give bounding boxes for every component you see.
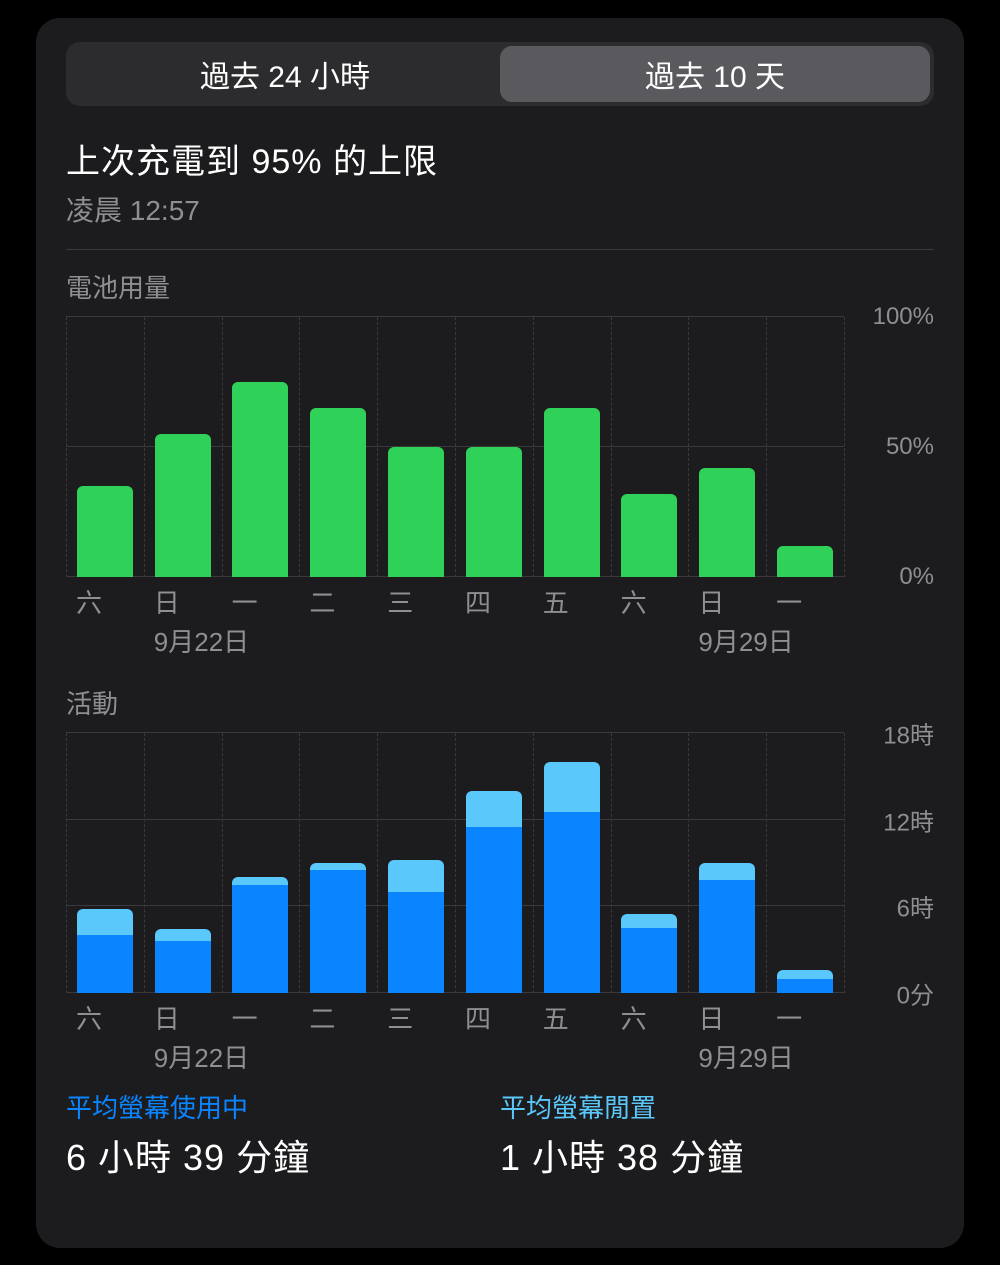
x-label: 日 <box>144 583 222 620</box>
x-label: 三 <box>377 583 455 620</box>
activity-bar[interactable] <box>466 791 522 993</box>
x-date-label: 9月22日 <box>144 622 249 659</box>
battery-bar[interactable] <box>155 434 211 577</box>
activity-bar[interactable] <box>777 970 833 993</box>
tab-10d[interactable]: 過去 10 天 <box>500 46 930 102</box>
x-label: 二 <box>299 999 377 1036</box>
activity-bar[interactable] <box>544 762 600 993</box>
activity-x-dates: 9月22日 9月29日 <box>66 1038 844 1072</box>
battery-x-axis: 六日一二三四五六日一 <box>66 583 844 620</box>
battery-bar[interactable] <box>388 447 444 577</box>
y-tick-label: 12時 <box>883 802 934 837</box>
activity-bar[interactable] <box>699 863 755 993</box>
x-label: 日 <box>688 999 766 1036</box>
x-label: 六 <box>66 583 144 620</box>
y-tick-label: 50% <box>886 433 934 461</box>
activity-bar[interactable] <box>621 914 677 993</box>
avg-screen-on-label: 平均螢幕使用中 <box>66 1088 500 1125</box>
activity-bar[interactable] <box>155 929 211 993</box>
footer-stats: 平均螢幕使用中 6 小時 39 分鐘 平均螢幕閒置 1 小時 38 分鐘 <box>66 1088 934 1181</box>
battery-bar[interactable] <box>544 408 600 577</box>
x-label: 六 <box>66 999 144 1036</box>
activity-title: 活動 <box>66 684 934 721</box>
tab-24h[interactable]: 過去 24 小時 <box>70 46 500 102</box>
activity-y-axis: 18時12時6時0分 <box>844 733 934 993</box>
y-tick-label: 0分 <box>897 976 934 1011</box>
battery-bar[interactable] <box>232 382 288 577</box>
x-date-label: 9月29日 <box>688 1038 793 1075</box>
x-label: 一 <box>222 999 300 1036</box>
x-label: 五 <box>533 583 611 620</box>
activity-section: 活動 18時12時6時0分 六日一二三四五六日一 9月22日9月29日 <box>66 684 934 1072</box>
battery-usage-chart[interactable] <box>66 317 844 577</box>
x-label: 三 <box>377 999 455 1036</box>
y-tick-label: 6時 <box>897 889 934 924</box>
battery-bar[interactable] <box>466 447 522 577</box>
avg-screen-off-label: 平均螢幕閒置 <box>500 1088 934 1125</box>
battery-bar[interactable] <box>77 486 133 577</box>
battery-x-dates: 9月22日 9月29日 <box>66 622 844 656</box>
battery-bar[interactable] <box>310 408 366 577</box>
activity-bar[interactable] <box>310 863 366 993</box>
y-tick-label: 0% <box>899 563 934 591</box>
avg-screen-off-value: 1 小時 38 分鐘 <box>500 1129 934 1181</box>
divider <box>66 249 934 250</box>
x-label: 二 <box>299 583 377 620</box>
x-label: 日 <box>144 999 222 1036</box>
x-date-label: 9月22日 <box>144 1038 249 1075</box>
activity-bar[interactable] <box>77 909 133 993</box>
battery-usage-section: 電池用量 100%50%0% 六日一二三四五六日一 9月22日9月29日 <box>66 268 934 656</box>
x-label: 五 <box>533 999 611 1036</box>
battery-bar[interactable] <box>621 494 677 577</box>
activity-x-axis: 六日一二三四五六日一 <box>66 999 844 1036</box>
y-tick-label: 18時 <box>883 716 934 751</box>
avg-screen-on: 平均螢幕使用中 6 小時 39 分鐘 <box>66 1088 500 1181</box>
battery-card: 過去 24 小時過去 10 天 上次充電到 95% 的上限 凌晨 12:57 電… <box>36 18 964 1248</box>
x-label: 六 <box>611 583 689 620</box>
last-charge-title: 上次充電到 95% 的上限 <box>66 134 934 183</box>
activity-bar[interactable] <box>232 877 288 993</box>
x-label: 日 <box>688 583 766 620</box>
x-label: 一 <box>766 583 844 620</box>
x-label: 四 <box>455 583 533 620</box>
battery-y-axis: 100%50%0% <box>844 317 934 577</box>
activity-chart[interactable] <box>66 733 844 993</box>
avg-screen-on-value: 6 小時 39 分鐘 <box>66 1129 500 1181</box>
last-charge-time: 凌晨 12:57 <box>66 189 934 229</box>
y-tick-label: 100% <box>873 303 934 331</box>
time-range-segmented: 過去 24 小時過去 10 天 <box>66 42 934 106</box>
x-label: 一 <box>222 583 300 620</box>
activity-bar[interactable] <box>388 860 444 993</box>
avg-screen-off: 平均螢幕閒置 1 小時 38 分鐘 <box>500 1088 934 1181</box>
x-label: 一 <box>766 999 844 1036</box>
x-label: 四 <box>455 999 533 1036</box>
x-date-label: 9月29日 <box>688 622 793 659</box>
battery-usage-title: 電池用量 <box>66 268 934 305</box>
battery-bar[interactable] <box>777 546 833 577</box>
battery-bar[interactable] <box>699 468 755 577</box>
x-label: 六 <box>611 999 689 1036</box>
